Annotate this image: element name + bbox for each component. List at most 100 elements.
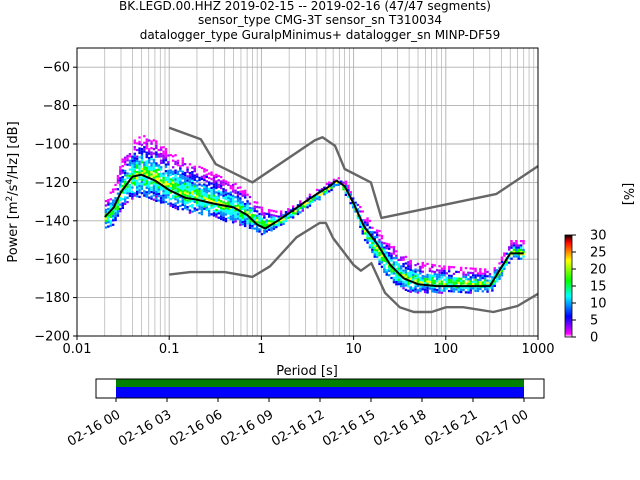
heatmap-cell <box>229 198 232 201</box>
heatmap-cell <box>443 269 446 273</box>
heatmap-cell <box>368 239 372 242</box>
heatmap-cell <box>193 209 196 212</box>
heatmap-cell <box>335 183 338 187</box>
heatmap-cell <box>155 164 158 167</box>
y-axis-ticks: −60−80−100−120−140−160−180−200 <box>34 61 77 345</box>
heatmap-cell <box>188 200 192 203</box>
heatmap-cell <box>174 187 177 190</box>
heatmap-cell <box>457 279 460 282</box>
heatmap-cell <box>152 167 156 171</box>
heatmap-cell <box>155 184 158 187</box>
heatmap-cell <box>392 270 396 273</box>
heatmap-cell <box>231 190 235 193</box>
heatmap-cell <box>215 195 218 198</box>
heatmap-cell <box>479 276 482 280</box>
heatmap-cell <box>414 268 417 271</box>
heatmap-cell <box>258 230 261 233</box>
heatmap-cell <box>267 215 271 218</box>
heatmap-cell <box>150 186 153 189</box>
heatmap-cell <box>128 164 132 167</box>
heatmap-cell <box>239 197 242 200</box>
heatmap-cell <box>131 190 134 194</box>
heatmap-cell <box>176 201 180 204</box>
heatmap-cell <box>385 244 388 248</box>
heatmap-cell <box>267 228 271 231</box>
heatmap-cell <box>198 211 201 215</box>
heatmap-cell <box>404 282 408 285</box>
heatmap-cell <box>299 211 302 214</box>
heatmap-cell <box>126 172 129 175</box>
heatmap-cell <box>414 272 417 276</box>
heatmap-cell <box>217 205 220 208</box>
heatmap-cell <box>186 170 189 174</box>
heatmap-cell <box>198 176 201 179</box>
heatmap-cell <box>200 202 204 205</box>
heatmap-cell <box>119 183 122 186</box>
heatmap-cell <box>272 223 276 226</box>
heatmap-cell <box>135 192 139 196</box>
heatmap-cell <box>287 208 290 211</box>
heatmap-cell <box>227 194 230 197</box>
heatmap-cell <box>227 201 230 204</box>
heatmap-cell <box>289 213 292 216</box>
heatmap-cell <box>164 154 168 157</box>
heatmap-cell <box>155 177 158 180</box>
heatmap-cell <box>349 202 352 205</box>
high-noise-model-line <box>168 126 539 220</box>
heatmap-cell <box>260 224 264 227</box>
heatmap-cell <box>215 173 218 176</box>
heatmap-cell <box>277 224 280 227</box>
heatmap-cell <box>171 170 175 173</box>
heatmap-cell <box>378 229 381 233</box>
heatmap-cell <box>457 277 460 280</box>
heatmap-cell <box>363 230 367 233</box>
heatmap-cell <box>191 184 194 187</box>
heatmap-cell <box>246 220 249 223</box>
heatmap-cell <box>515 251 518 254</box>
heatmap-cell <box>265 221 268 224</box>
colorbar-tick-label: 20 <box>590 263 607 278</box>
heatmap-cell <box>409 286 412 289</box>
heatmap-cell <box>164 176 168 179</box>
heatmap-cell <box>464 286 468 290</box>
heatmap-cell <box>229 184 232 188</box>
heatmap-cell <box>366 219 369 222</box>
heatmap-cell <box>222 196 225 200</box>
heatmap-cell <box>109 204 112 207</box>
heatmap-cell <box>222 207 225 211</box>
heatmap-cell <box>140 185 144 188</box>
heatmap-cell <box>126 196 129 199</box>
heatmap-cell <box>375 249 379 252</box>
heatmap-cell <box>519 244 523 247</box>
heatmap-cell <box>359 214 362 217</box>
heatmap-cell <box>515 242 518 245</box>
heatmap-cell <box>140 148 144 151</box>
heatmap-cell <box>150 162 153 165</box>
heatmap-cell <box>438 287 441 290</box>
x-tick-label: 100 <box>433 342 458 357</box>
heatmap-cell <box>476 287 480 290</box>
heatmap-cell <box>243 196 247 199</box>
heatmap-cell <box>179 173 182 177</box>
heatmap-cell <box>143 192 146 195</box>
heatmap-cell <box>121 198 124 201</box>
heatmap-cell <box>183 176 187 179</box>
heatmap-cell <box>390 268 393 271</box>
heatmap-cell <box>387 256 391 259</box>
heatmap-cell <box>421 288 424 291</box>
heatmap-cell <box>498 271 501 274</box>
heatmap-cell <box>205 202 208 205</box>
heatmap-cell <box>395 280 398 284</box>
heatmap-cell <box>176 179 180 182</box>
heatmap-cell <box>476 281 480 284</box>
heatmap-cell <box>483 270 487 273</box>
heatmap-cell <box>188 191 192 195</box>
heatmap-cell <box>332 185 336 188</box>
heatmap-cell <box>522 248 525 251</box>
heatmap-cell <box>248 195 252 199</box>
heatmap-cell <box>210 189 213 192</box>
heatmap-cell <box>387 274 391 277</box>
heatmap-cell <box>421 279 424 282</box>
heatmap-cell <box>404 262 408 265</box>
heatmap-cell <box>229 187 232 190</box>
